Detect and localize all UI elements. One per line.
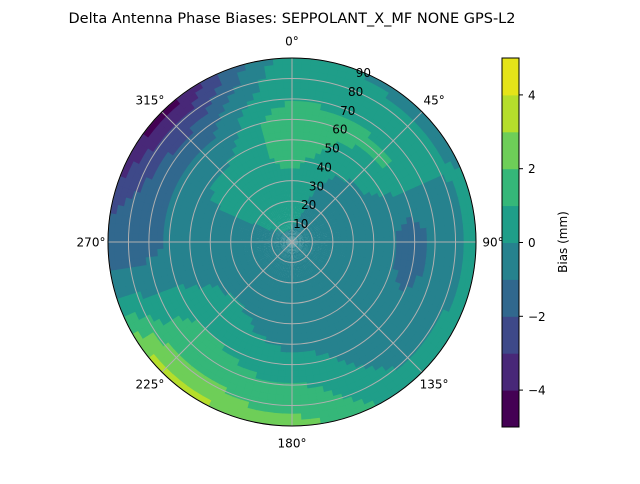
- r-tick-label: 10: [293, 217, 308, 231]
- colorbar-tick-label: 2: [528, 162, 536, 176]
- colorbar-band: [502, 169, 519, 206]
- r-tick-label: 90: [356, 66, 371, 80]
- colorbar-tick-label: 0: [528, 236, 536, 250]
- theta-tick-label: 270°: [77, 236, 106, 250]
- colorbar-band: [502, 279, 519, 316]
- theta-tick-label: 0°: [285, 35, 299, 49]
- colorbar-band: [502, 243, 519, 280]
- colorbar-band: [502, 390, 519, 427]
- r-tick-label: 20: [301, 198, 316, 212]
- colorbar: −4 −2 0 2 4: [502, 58, 546, 428]
- colorbar-tick-label: −4: [528, 384, 546, 398]
- theta-tick-label: 90°: [482, 236, 503, 250]
- r-tick-label: 30: [309, 179, 324, 193]
- colorbar-band: [502, 132, 519, 169]
- theta-tick-label: 135°: [420, 378, 449, 392]
- colorbar-label: Bias (mm): [556, 211, 570, 273]
- polar-grid: [108, 58, 476, 426]
- colorbar-band: [502, 95, 519, 132]
- colorbar-band: [502, 58, 519, 95]
- colorbar-tick-label: 4: [528, 88, 536, 102]
- colorbar-band: [502, 353, 519, 390]
- theta-tick-label: 180°: [278, 437, 307, 451]
- r-tick-label: 70: [340, 104, 355, 118]
- colorbar-band: [502, 316, 519, 353]
- theta-tick-label: 45°: [423, 93, 444, 107]
- r-tick-label: 60: [332, 123, 347, 137]
- r-tick-label: 80: [348, 85, 363, 99]
- r-tick-label: 40: [317, 160, 332, 174]
- colorbar-band: [502, 206, 519, 243]
- chart-title: Delta Antenna Phase Biases: SEPPOLANT_X_…: [69, 11, 516, 27]
- r-tick-label: 50: [324, 142, 339, 156]
- theta-tick-label: 225°: [135, 378, 164, 392]
- theta-tick-label: 315°: [135, 93, 164, 107]
- colorbar-tick-label: −2: [528, 310, 546, 324]
